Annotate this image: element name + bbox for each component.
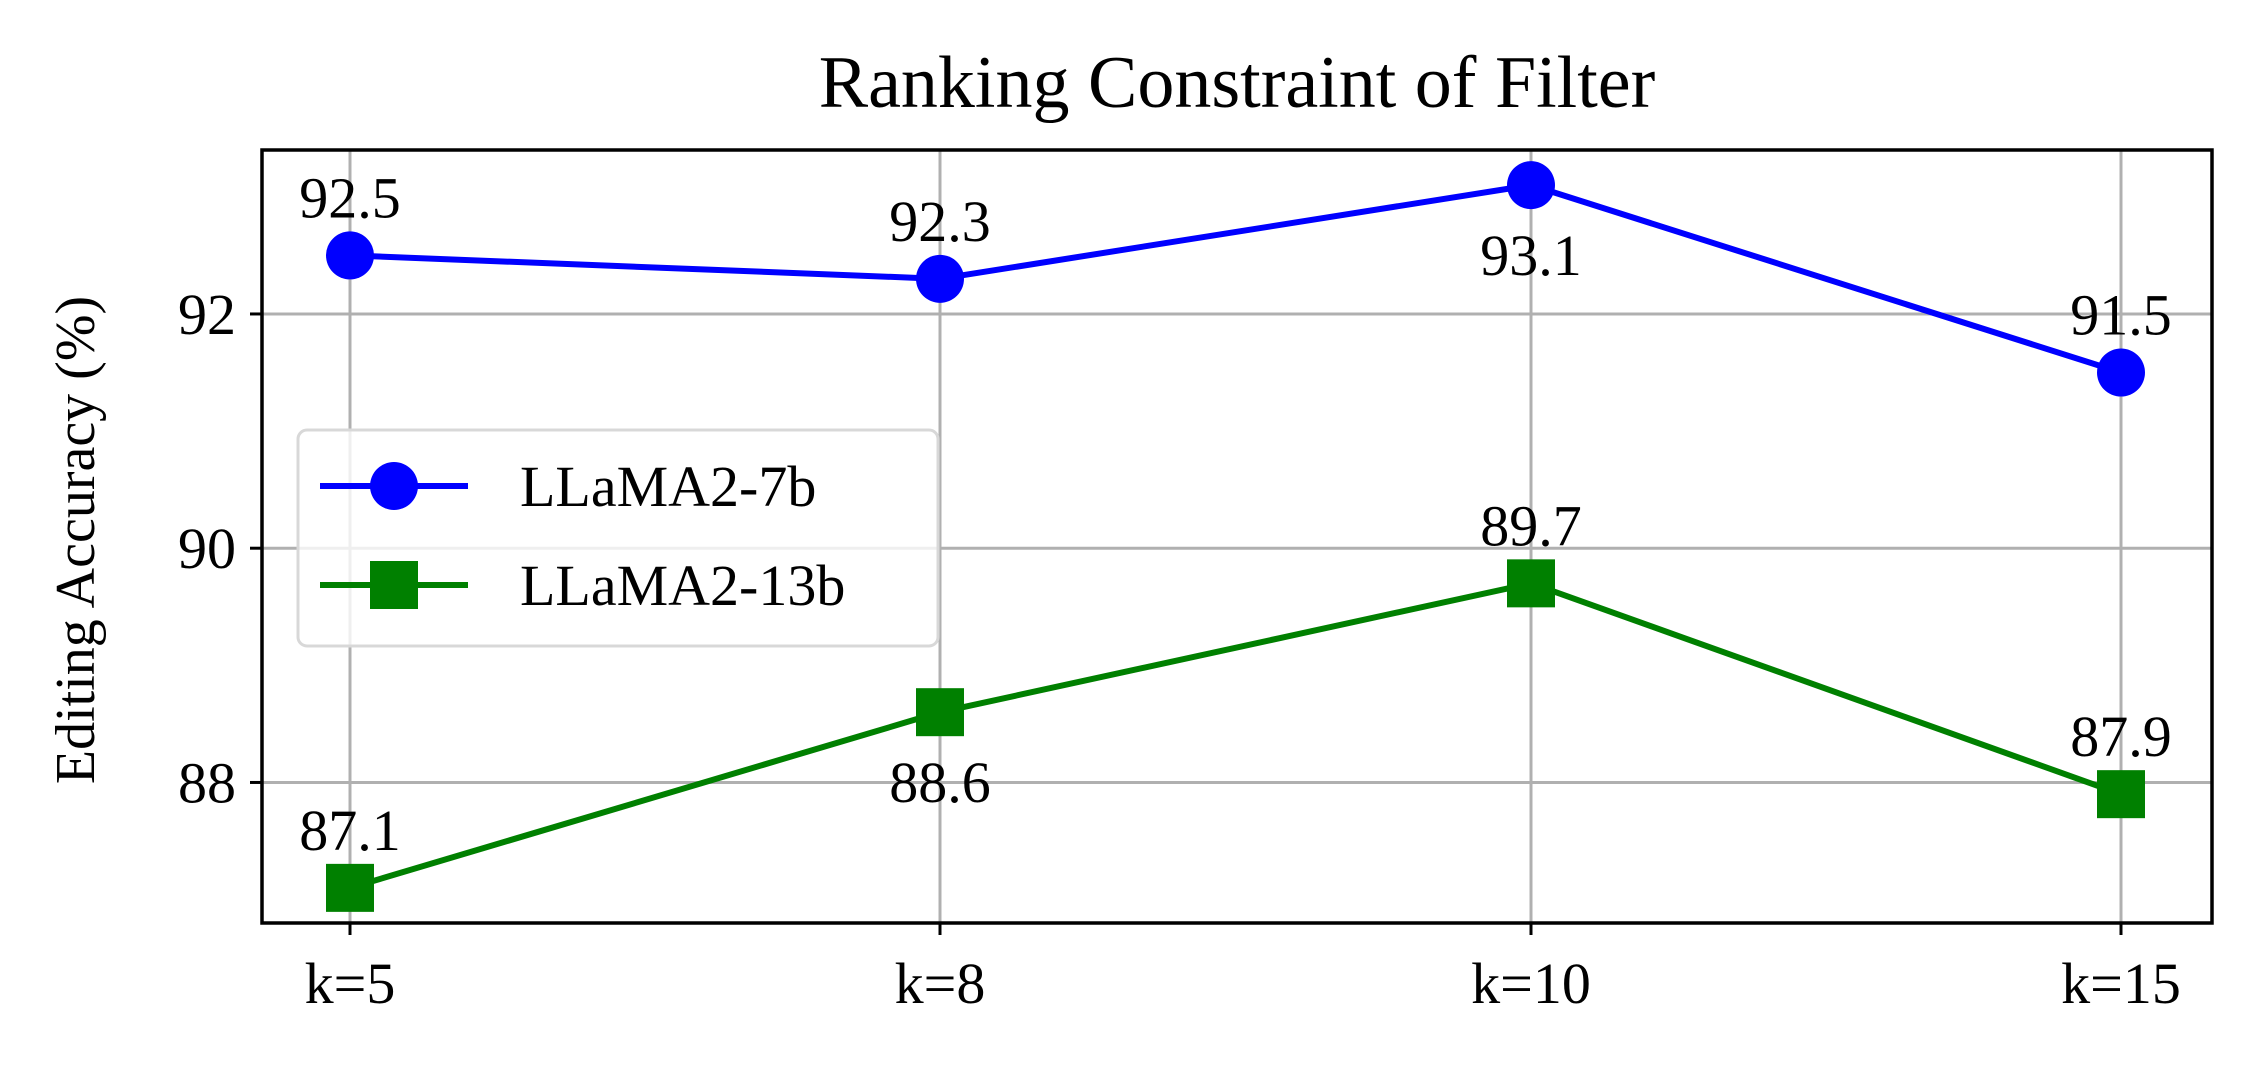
data-label: 87.9 — [2070, 704, 2172, 769]
series-line-llama2-13b — [347, 580, 2124, 891]
data-label: 93.1 — [1480, 223, 1582, 288]
data-label-layer: 92.5 92.3 93.1 91.5 87.1 88.6 89.7 87.9 — [299, 165, 2172, 862]
x-tick-label: k=10 — [1471, 951, 1591, 1016]
legend: LLaMA2-7b LLaMA2-13b — [296, 428, 940, 648]
series-layer — [326, 161, 2145, 912]
y-tick-label: 90 — [178, 516, 236, 581]
data-point-llama2-13b — [916, 688, 964, 737]
data-label: 88.6 — [889, 750, 991, 815]
data-point-llama2-7b — [2097, 348, 2145, 397]
data-label: 91.5 — [2070, 283, 2172, 348]
y-tick-label: 88 — [178, 750, 236, 815]
data-point-llama2-13b — [326, 863, 374, 912]
data-point-llama2-13b — [1507, 559, 1555, 608]
x-tick-label: k=8 — [895, 951, 986, 1016]
data-label: 92.3 — [889, 189, 991, 254]
data-point-llama2-7b — [1507, 161, 1555, 210]
y-tick-label: 92 — [178, 282, 236, 347]
legend-marker-llama2-13b — [370, 561, 418, 609]
data-label: 89.7 — [1480, 493, 1582, 558]
data-label: 92.5 — [299, 165, 401, 230]
chart-title: Ranking Constraint of Filter — [819, 42, 1656, 124]
data-label: 87.1 — [299, 798, 401, 863]
plot-area-frame — [260, 148, 2214, 925]
y-axis-label: Editing Accuracy (%) — [45, 296, 107, 784]
legend-label: LLaMA2-7b — [520, 454, 816, 519]
data-point-llama2-7b — [326, 231, 374, 280]
data-point-llama2-7b — [916, 254, 964, 303]
x-tick-label: k=15 — [2061, 951, 2181, 1016]
data-point-llama2-13b — [2097, 770, 2145, 819]
legend-label: LLaMA2-13b — [520, 553, 845, 618]
legend-marker-llama2-7b — [370, 462, 418, 510]
x-tick-label: k=5 — [305, 951, 396, 1016]
series-line-llama2-7b — [347, 182, 2124, 376]
tick-layer: k=5 k=8 k=10 k=15 88 90 92 — [178, 282, 2181, 1016]
